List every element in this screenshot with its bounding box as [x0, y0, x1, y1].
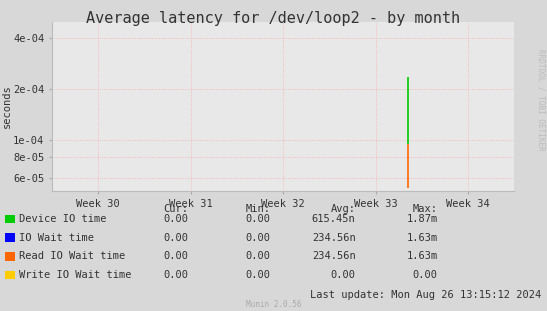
Text: 0.00: 0.00: [246, 233, 271, 243]
Text: Cur:: Cur:: [164, 204, 189, 214]
Text: Read IO Wait time: Read IO Wait time: [19, 251, 125, 261]
Text: 0.00: 0.00: [246, 214, 271, 224]
Text: 0.00: 0.00: [164, 233, 189, 243]
Text: 234.56n: 234.56n: [312, 233, 356, 243]
Text: 0.00: 0.00: [246, 270, 271, 280]
Text: RRDTOOL / TOBI OETIKER: RRDTOOL / TOBI OETIKER: [537, 49, 546, 151]
Text: IO Wait time: IO Wait time: [19, 233, 94, 243]
Text: 0.00: 0.00: [164, 270, 189, 280]
Text: 0.00: 0.00: [164, 251, 189, 261]
Text: Munin 2.0.56: Munin 2.0.56: [246, 300, 301, 309]
Text: 1.63m: 1.63m: [406, 233, 438, 243]
Text: 1.87m: 1.87m: [406, 214, 438, 224]
Text: 0.00: 0.00: [330, 270, 356, 280]
Text: Min:: Min:: [246, 204, 271, 214]
Text: 0.00: 0.00: [412, 270, 438, 280]
Text: Write IO Wait time: Write IO Wait time: [19, 270, 132, 280]
Text: Max:: Max:: [412, 204, 438, 214]
Text: 1.63m: 1.63m: [406, 251, 438, 261]
Text: Average latency for /dev/loop2 - by month: Average latency for /dev/loop2 - by mont…: [86, 11, 461, 26]
Text: Device IO time: Device IO time: [19, 214, 107, 224]
Text: Last update: Mon Aug 26 13:15:12 2024: Last update: Mon Aug 26 13:15:12 2024: [310, 290, 542, 300]
Text: 234.56n: 234.56n: [312, 251, 356, 261]
Text: 615.45n: 615.45n: [312, 214, 356, 224]
Text: Avg:: Avg:: [330, 204, 356, 214]
Text: 0.00: 0.00: [246, 251, 271, 261]
Text: 0.00: 0.00: [164, 214, 189, 224]
Y-axis label: seconds: seconds: [2, 85, 11, 128]
